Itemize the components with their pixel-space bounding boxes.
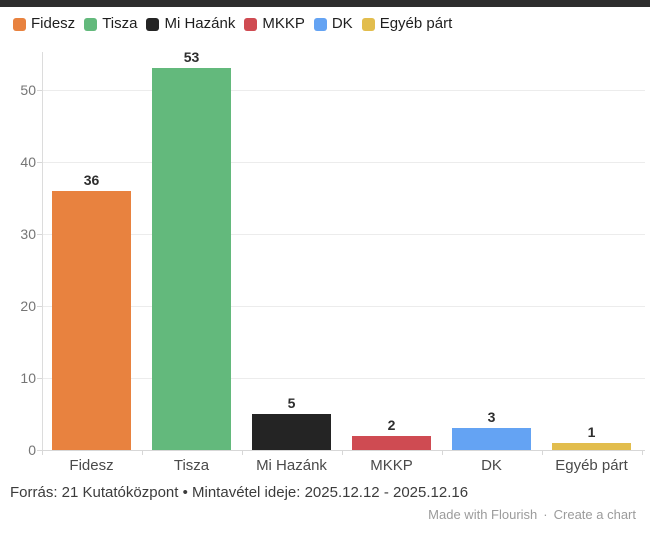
- legend-swatch-mi-hazank: [146, 17, 160, 31]
- legend-label-tisza: Tisza: [102, 15, 138, 32]
- y-axis-tick-10: [37, 378, 42, 379]
- y-axis-label-40: 40: [20, 154, 36, 170]
- bar-egyeb-part[interactable]: [552, 442, 631, 450]
- x-axis-label-mi-hazank: Mi Hazánk: [256, 457, 327, 474]
- legend-swatch-mkkp: [244, 17, 258, 31]
- bar-value-label-mkkp: 2: [387, 416, 396, 433]
- bar-value-label-mi-hazank: 5: [287, 395, 296, 411]
- legend-swatch-egyeb-part: [361, 17, 375, 31]
- legend-label-fidesz: Fidesz: [31, 15, 76, 32]
- x-axis-tick-3: [342, 450, 343, 455]
- legend-label-egyeb-part: Egyéb párt: [379, 15, 453, 32]
- bar-mkkp[interactable]: [352, 435, 431, 450]
- x-axis-tick-5: [542, 450, 543, 455]
- y-axis-tick-30: [37, 234, 42, 235]
- gridline-40: [42, 162, 645, 163]
- y-axis-line: [42, 52, 43, 450]
- y-axis-tick-40: [37, 162, 42, 163]
- gridline-50: [42, 90, 645, 91]
- x-axis-label-dk: DK: [481, 457, 502, 474]
- flourish-credit: Made with Flourish · Create a chart: [428, 507, 636, 523]
- bar-value-label-tisza: 53: [183, 49, 200, 66]
- legend-item-dk: DK: [313, 15, 353, 32]
- legend-item-mkkp: MKKP: [244, 16, 305, 32]
- bar-value-label-dk: 3: [487, 409, 496, 426]
- y-axis-label-0: 0: [28, 442, 36, 458]
- bar-fidesz[interactable]: [52, 190, 131, 450]
- x-axis-tick-6: [642, 450, 643, 455]
- create-a-chart-link[interactable]: Create a chart: [553, 507, 636, 522]
- legend-swatch-tisza: [84, 17, 98, 31]
- x-axis-label-fidesz: Fidesz: [69, 457, 114, 474]
- legend: Fidesz Tisza Mi Hazánk MKKP DK Egyéb párt: [13, 16, 452, 32]
- made-with-flourish-link[interactable]: Made with Flourish: [428, 507, 538, 522]
- legend-label-mkkp: MKKP: [262, 15, 305, 32]
- window-top-edge: [0, 0, 650, 7]
- legend-swatch-fidesz: [13, 17, 26, 31]
- legend-item-egyeb-part: Egyéb párt: [361, 15, 453, 32]
- legend-item-fidesz: Fidesz: [13, 16, 75, 32]
- x-axis-tick-1: [142, 450, 143, 455]
- y-axis-tick-0: [37, 450, 42, 451]
- legend-item-mi-hazank: Mi Hazánk: [146, 16, 235, 32]
- y-axis-tick-20: [37, 306, 42, 307]
- bar-tisza[interactable]: [152, 68, 231, 450]
- bar-mi-hazank[interactable]: [252, 414, 331, 450]
- gridline-20: [42, 306, 645, 307]
- x-axis-label-egyeb-part: Egyéb párt: [555, 457, 628, 474]
- credit-separator: ·: [543, 507, 548, 522]
- legend-item-tisza: Tisza: [84, 16, 137, 32]
- bar-dk[interactable]: [452, 428, 531, 450]
- y-axis-label-30: 30: [20, 226, 36, 242]
- bar-value-label-fidesz: 36: [83, 171, 100, 188]
- x-axis-tick-0: [42, 450, 43, 455]
- bar-value-label-egyeb-part: 1: [587, 423, 596, 440]
- x-axis-label-tisza: Tisza: [173, 457, 210, 474]
- gridline-0: [42, 450, 645, 451]
- y-axis-label-50: 50: [20, 82, 36, 98]
- y-axis-label-20: 20: [20, 298, 36, 314]
- gridline-10: [42, 378, 645, 379]
- x-axis-label-mkkp: MKKP: [370, 457, 413, 474]
- legend-label-dk: DK: [331, 15, 353, 32]
- legend-label-mi-hazank: Mi Hazánk: [164, 15, 236, 32]
- source-note: Forrás: 21 Kutatóközpont • Mintavétel id…: [10, 484, 469, 501]
- gridline-30: [42, 234, 645, 235]
- legend-swatch-dk: [313, 17, 327, 31]
- y-axis-tick-50: [37, 90, 42, 91]
- x-axis-tick-4: [442, 450, 443, 455]
- y-axis-label-10: 10: [20, 370, 36, 386]
- x-axis-tick-2: [242, 450, 243, 455]
